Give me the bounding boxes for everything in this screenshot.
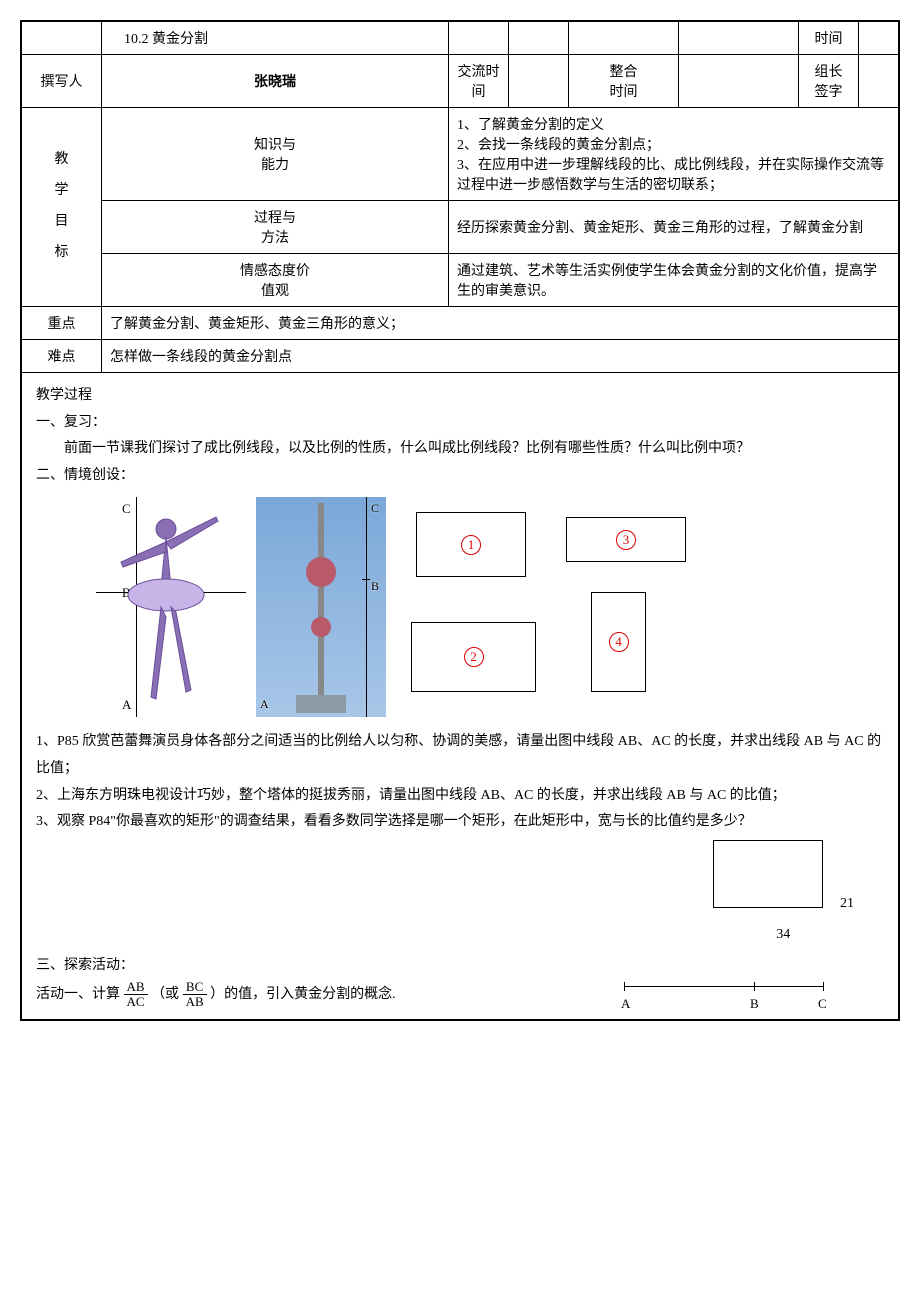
- knowledge-label: 知识与能力: [102, 108, 449, 201]
- header-empty: [22, 22, 102, 55]
- ballerina-icon: [106, 507, 246, 707]
- process-label: 过程与方法: [102, 201, 449, 254]
- tower-label-a: A: [260, 693, 269, 716]
- tower-figure: C B A: [256, 497, 386, 717]
- integrate-time-label: 整合 时间: [569, 55, 679, 108]
- rectangle-choices: 1 2 3 4: [396, 497, 696, 707]
- rectangle-option: 2: [411, 622, 536, 692]
- line-segment-figure: A B C: [624, 980, 824, 1004]
- attitude-text: 通过建筑、艺术等生活实例使学生体会黄金分割的文化价值，提高学生的审美意识。: [449, 254, 899, 307]
- integrate-time-value: [679, 55, 799, 108]
- tower-label-b: B: [371, 575, 379, 598]
- tower-label-c: C: [371, 497, 379, 520]
- figure-row: C B A: [96, 497, 884, 717]
- process-text: 经历探索黄金分割、黄金矩形、黄金三角形的过程，了解黄金分割: [449, 201, 899, 254]
- key-text: 了解黄金分割、黄金矩形、黄金三角形的意义；: [102, 307, 899, 340]
- key-label: 重点: [22, 307, 102, 340]
- writer-label: 撰写人: [22, 55, 102, 108]
- segment-label-b: B: [750, 992, 759, 1017]
- hard-label: 难点: [22, 340, 102, 373]
- activity-prefix: 活动一、计算: [36, 987, 120, 1002]
- leader-sign-value: [859, 55, 899, 108]
- rectangle-option: 3: [566, 517, 686, 562]
- segment-label-a: A: [621, 992, 630, 1017]
- paragraph-2: 2、上海东方明珠电视设计巧妙，整个塔体的挺拔秀丽，请量出图中线段 AB、AC 的…: [36, 783, 884, 810]
- lesson-body: 教学过程 一、复习： 前面一节课我们探讨了成比例线段，以及比例的性质，什么叫成比…: [22, 373, 899, 1020]
- fraction-bc-ab: BC AB: [183, 980, 207, 1010]
- rectangle-option: 4: [591, 592, 646, 692]
- time-label: 时间: [799, 22, 859, 55]
- section1-title: 一、复习：: [36, 410, 884, 437]
- section3-title: 三、探索活动：: [36, 953, 884, 980]
- time-value: [859, 22, 899, 55]
- golden-rect-width: 34: [713, 922, 855, 949]
- paragraph-3: 3、观察 P84"你最喜欢的矩形"的调查结果，看看多数同学选择是哪一个矩形，在此…: [36, 809, 884, 836]
- knowledge-text: 1、了解黄金分割的定义 2、会找一条线段的黄金分割点； 3、在应用中进一步理解线…: [449, 108, 899, 201]
- or-text: （或: [151, 987, 179, 1002]
- writer-name: 张晓瑞: [102, 55, 449, 108]
- fraction-ab-ac: AB AC: [124, 980, 148, 1010]
- exchange-time-value: [509, 55, 569, 108]
- golden-rectangle-figure: 21 34: [713, 840, 855, 949]
- ballerina-figure: C B A: [96, 497, 246, 717]
- paragraph-1: 1、P85 欣赏芭蕾舞演员身体各部分之间适当的比例给人以匀称、协调的美感，请量出…: [36, 729, 884, 782]
- blank-cell: [569, 22, 679, 55]
- leader-sign-label: 组长 签字: [799, 55, 859, 108]
- activity-suffix: ）的值，引入黄金分割的概念.: [210, 987, 396, 1002]
- blank-cell: [509, 22, 569, 55]
- process-title: 教学过程: [36, 383, 884, 410]
- blank-cell: [679, 22, 799, 55]
- exchange-time-label: 交流时间: [449, 55, 509, 108]
- section1-text: 前面一节课我们探讨了成比例线段，以及比例的性质，什么叫成比例线段？比例有哪些性质…: [36, 436, 884, 463]
- blank-cell: [449, 22, 509, 55]
- golden-rect-height: 21: [840, 891, 854, 918]
- lesson-title: 10.2 黄金分割: [102, 22, 449, 55]
- rectangle-option: 1: [416, 512, 526, 577]
- objectives-side-label: 教 学 目 标: [22, 108, 102, 307]
- attitude-label: 情感态度价值观: [102, 254, 449, 307]
- segment-label-c: C: [818, 992, 827, 1017]
- section2-title: 二、情境创设：: [36, 463, 884, 490]
- hard-text: 怎样做一条线段的黄金分割点: [102, 340, 899, 373]
